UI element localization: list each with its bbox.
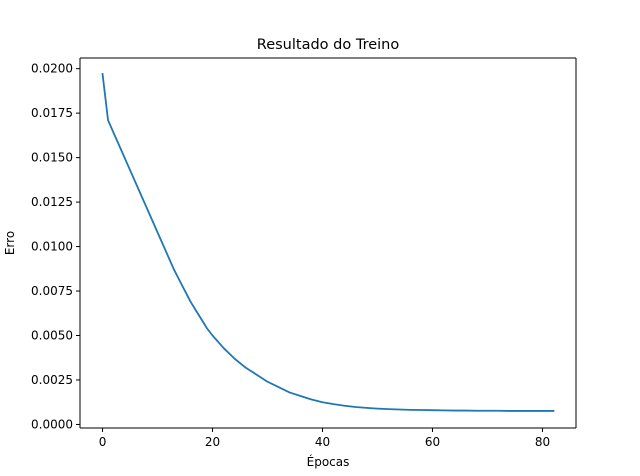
x-tick-label: 20 (205, 435, 220, 449)
y-tick-label: 0.0000 (31, 417, 73, 431)
plot-area (79, 57, 577, 429)
y-tick-label: 0.0150 (31, 151, 73, 165)
y-tick-label: 0.0025 (31, 373, 73, 387)
chart-title: Resultado do Treino (257, 37, 400, 53)
y-axis-ticks: 0.0000 0.0025 0.0050 0.0075 0.0100 0.0125 0.01… (31, 62, 80, 431)
x-tick-label: 0 (99, 435, 107, 449)
x-tick-label: 60 (425, 435, 440, 449)
y-tick-label: 0.0200 (31, 62, 73, 76)
x-axis-ticks: 0 20 40 60 80 (99, 428, 550, 449)
y-tick-label: 0.0175 (31, 106, 73, 120)
y-tick-label: 0.0050 (31, 329, 73, 343)
series-line-0 (101, 73, 555, 412)
x-tick-label: 40 (315, 435, 330, 449)
y-tick-label: 0.0100 (31, 240, 73, 254)
x-axis-label: Épocas (307, 454, 350, 469)
y-tick-label: 0.0125 (31, 195, 73, 209)
y-tick-label: 0.0075 (31, 284, 73, 298)
x-tick-label: 80 (535, 435, 550, 449)
y-axis-label: Erro (3, 231, 17, 255)
